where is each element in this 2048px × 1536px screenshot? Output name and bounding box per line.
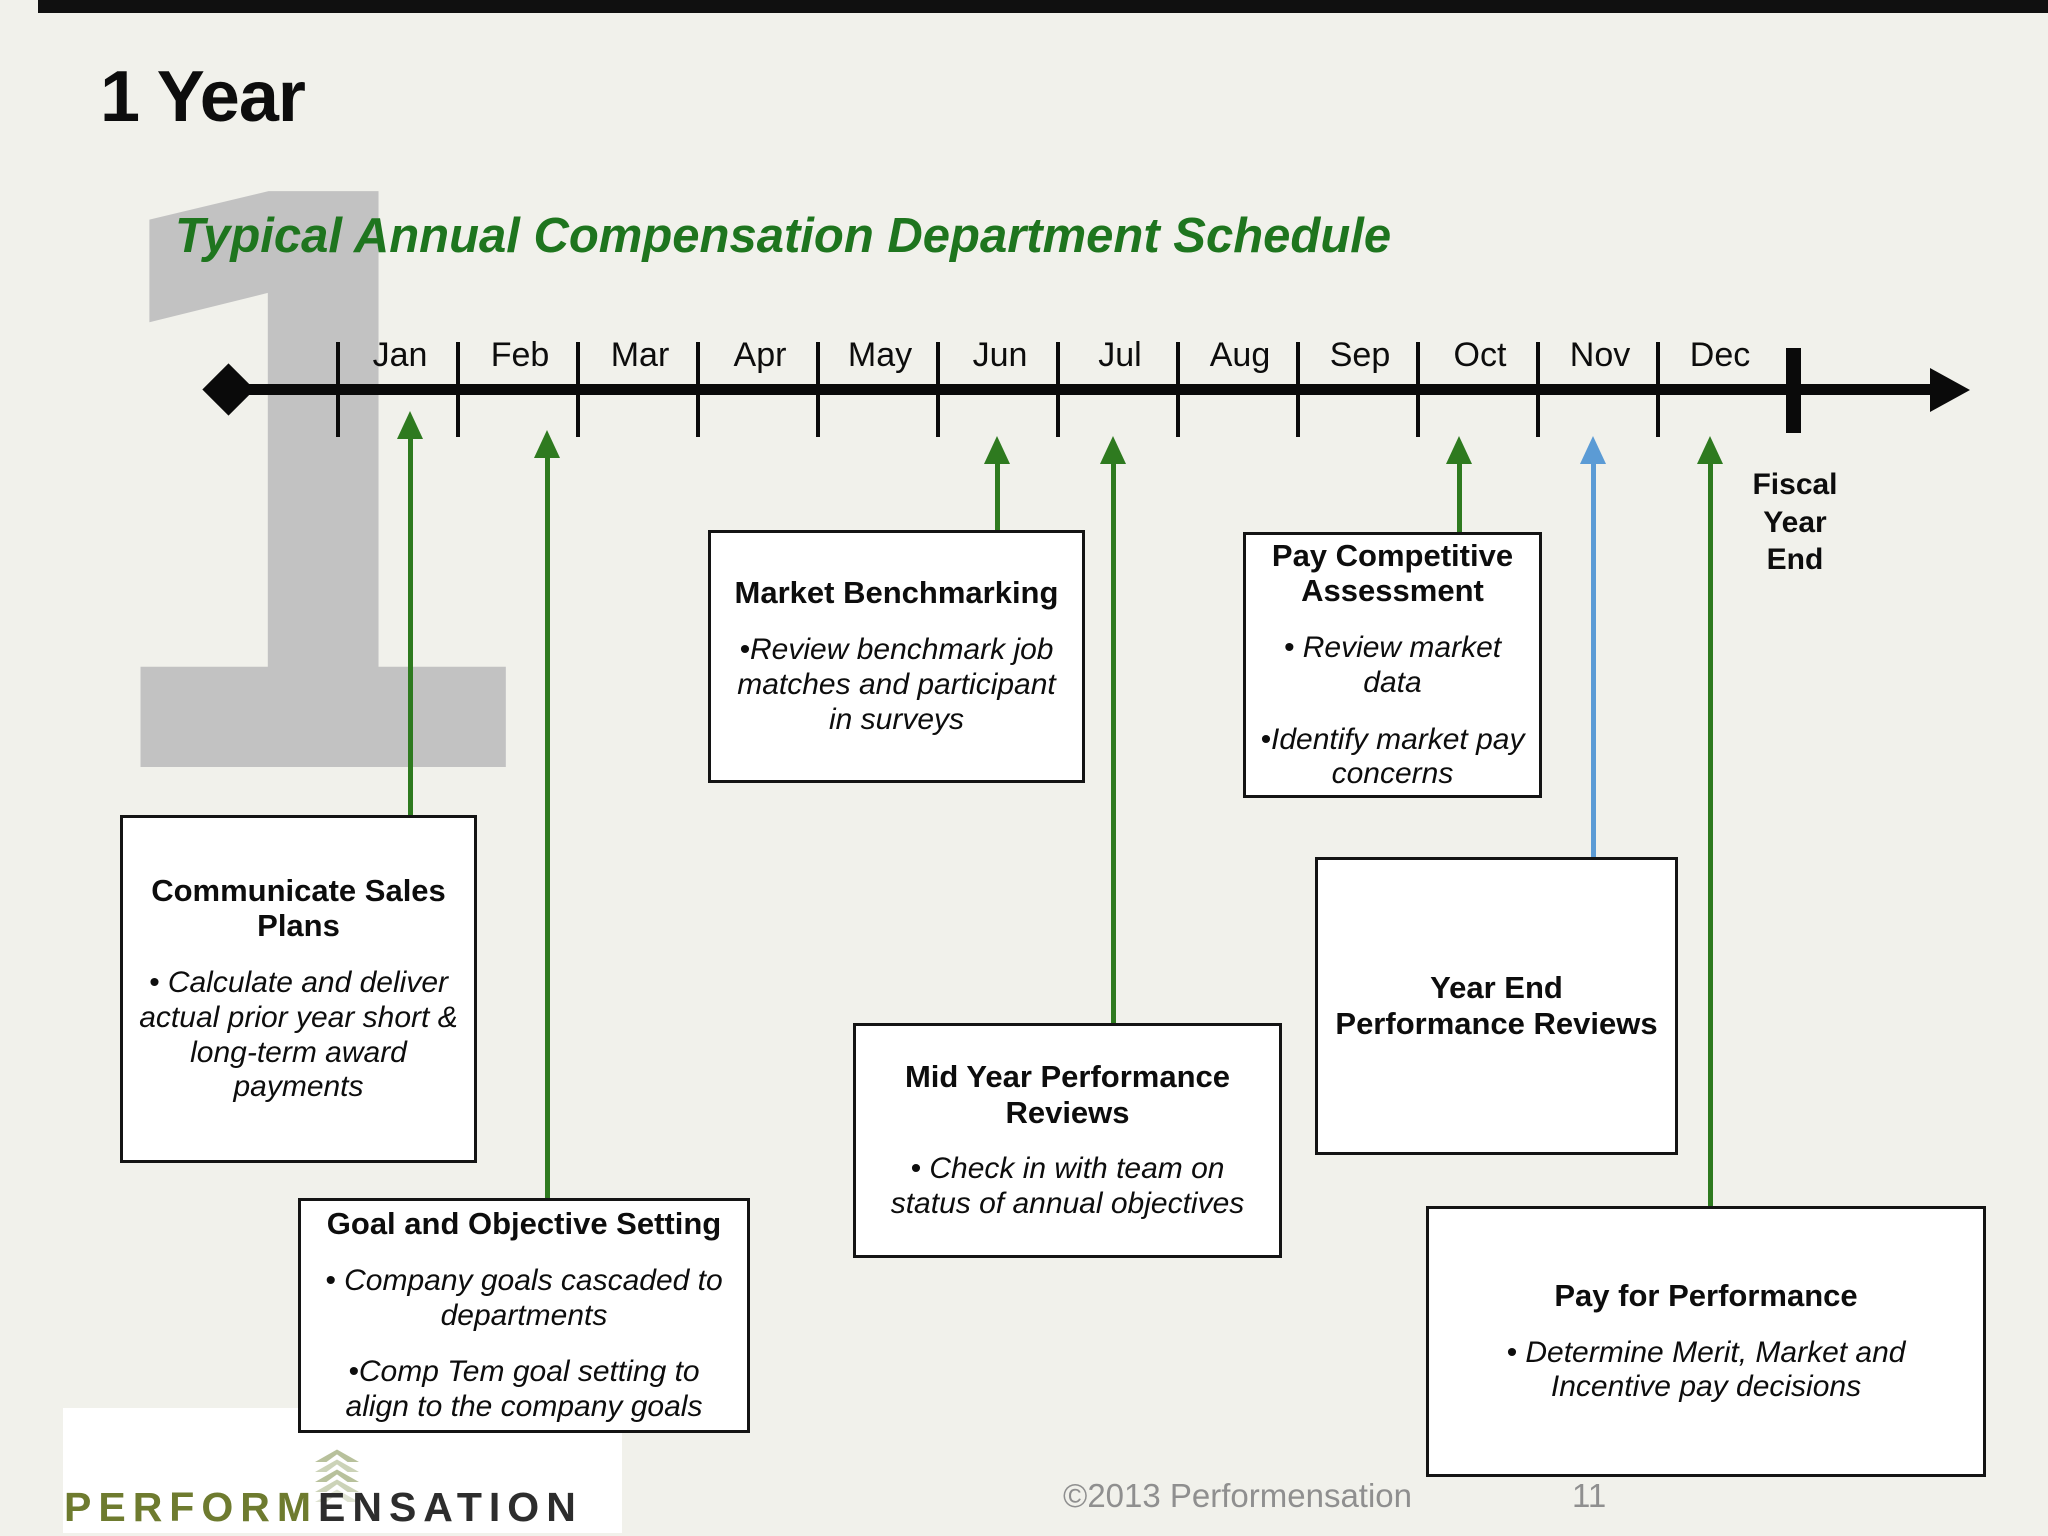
arrow-jul-icon — [1100, 436, 1126, 464]
event-title: Year End Performance Reviews — [1335, 970, 1658, 1041]
event-bullet: • Check in with team on status of annual… — [890, 1152, 1245, 1221]
timeline-tick — [1296, 342, 1300, 437]
timeline-tick — [696, 342, 700, 437]
arrow-feb-icon — [534, 430, 560, 458]
month-label-dec: Dec — [1689, 336, 1751, 374]
event-bullet: • Determine Merit, Market and Incentive … — [1506, 1335, 1906, 1404]
fiscal-year-end-label: Fiscal Year End — [1752, 468, 1838, 576]
month-label-feb: Feb — [490, 336, 550, 374]
logo-text-ensation: ENSATION — [318, 1484, 583, 1530]
event-bullet: •Identify market pay concerns — [1260, 722, 1525, 791]
event-bullet: • Calculate and deliver actual prior yea… — [139, 966, 458, 1104]
slide-title: 1 Year — [100, 57, 306, 137]
event-title: Communicate Sales Plans — [151, 872, 446, 944]
event-bullet: • Review market data — [1283, 631, 1502, 699]
month-label-mar: Mar — [610, 336, 670, 374]
timeline-arrowhead-icon — [1930, 368, 1970, 412]
timeline-tick — [816, 342, 820, 437]
timeline-axis — [230, 384, 1936, 395]
event-bullet: •Review benchmark job matches and partic… — [737, 633, 1056, 736]
timeline-tick — [576, 342, 580, 437]
event-title: Market Benchmarking — [734, 575, 1059, 611]
arrow-nov-icon — [1580, 436, 1606, 464]
event-box-market-benchmarking: Market Benchmarking •Review benchmark jo… — [708, 530, 1085, 783]
timeline-tick — [1056, 342, 1060, 437]
event-bullet: • Company goals cascaded to departments — [325, 1263, 723, 1332]
event-box-communicate-sales-plans: Communicate Sales Plans • Calculate and … — [120, 815, 477, 1163]
timeline-tick — [336, 342, 340, 437]
timeline-tick — [456, 342, 460, 437]
month-label-aug: Aug — [1209, 336, 1271, 374]
month-label-apr: Apr — [733, 336, 787, 374]
timeline-tick — [1656, 342, 1660, 437]
arrow-jun-line — [995, 462, 1000, 530]
month-label-nov: Nov — [1569, 336, 1631, 374]
arrow-jun-icon — [984, 436, 1010, 464]
event-box-pay-for-performance: Pay for Performance • Determine Merit, M… — [1426, 1206, 1986, 1477]
month-label-jun: Jun — [972, 336, 1028, 374]
page-number: 11 — [1572, 1477, 1607, 1514]
top-rule — [38, 0, 2048, 13]
background-numeral: 1 — [68, 35, 544, 954]
arrow-nov-line — [1591, 462, 1596, 857]
arrow-jul-line — [1111, 462, 1116, 1023]
month-label-jul: Jul — [1098, 336, 1142, 374]
month-label-sep: Sep — [1329, 336, 1391, 374]
arrow-oct-icon — [1446, 436, 1472, 464]
arrow-dec-icon — [1697, 436, 1723, 464]
timeline-tick — [1176, 342, 1180, 437]
event-title: Goal and Objective Setting — [326, 1206, 722, 1242]
month-label-may: May — [847, 336, 913, 374]
month-label-jan: Jan — [372, 336, 428, 374]
event-box-goal-and-objective-setting: Goal and Objective Setting • Company goa… — [298, 1198, 750, 1433]
performensation-logo: PERFORMENSATION — [64, 1484, 583, 1531]
fiscal-year-end-marker — [1786, 348, 1801, 433]
schedule-subtitle: Typical Annual Compensation Department S… — [175, 209, 1392, 263]
event-box-mid-year-performance-reviews: Mid Year Performance Reviews • Check in … — [853, 1023, 1282, 1258]
arrow-feb-line — [545, 456, 550, 1198]
arrow-dec-line — [1708, 462, 1713, 1206]
copyright-text: ©2013 Performensation — [1063, 1477, 1413, 1514]
event-box-pay-competitive-assessment: Pay Competitive Assessment • Review mark… — [1243, 532, 1542, 798]
arrow-jan-icon — [397, 411, 423, 439]
timeline-tick — [1416, 342, 1420, 437]
timeline-tick — [936, 342, 940, 437]
event-title: Pay Competitive Assessment — [1271, 537, 1514, 609]
month-label-oct: Oct — [1453, 336, 1507, 374]
event-box-year-end-performance-reviews: Year End Performance Reviews — [1315, 857, 1678, 1155]
event-title: Mid Year Performance Reviews — [904, 1059, 1231, 1130]
event-bullet: •Comp Tem goal setting to align to the c… — [345, 1355, 703, 1424]
event-title: Pay for Performance — [1554, 1277, 1858, 1313]
arrow-jan-line — [408, 437, 413, 815]
timeline-tick — [1536, 342, 1540, 437]
logo-text-perform: PERFORM — [64, 1484, 318, 1530]
arrow-oct-line — [1457, 462, 1462, 532]
